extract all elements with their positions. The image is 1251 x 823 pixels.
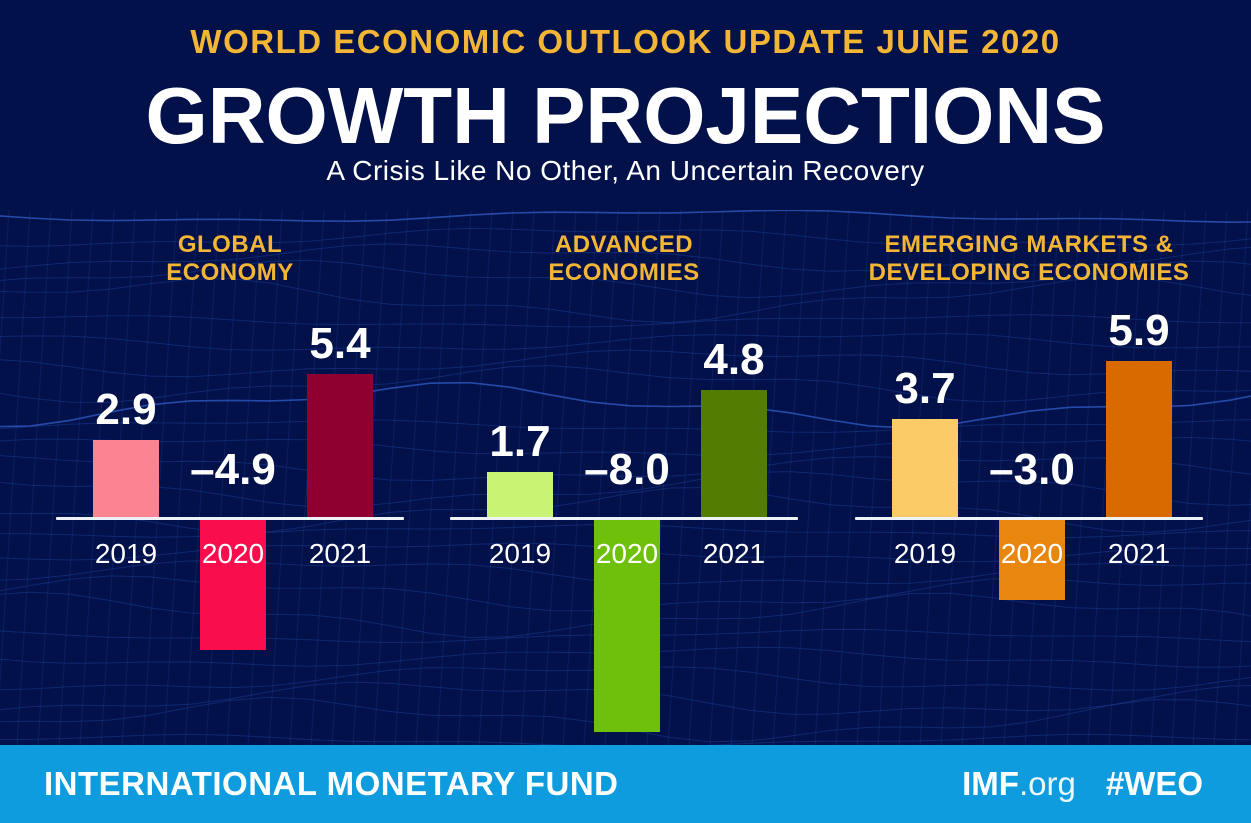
report-kicker: WORLD ECONOMIC OUTLOOK UPDATE JUNE 2020	[190, 23, 1061, 60]
year-label-2021: 2021	[702, 538, 766, 569]
year-label-2021: 2021	[1107, 538, 1171, 569]
value-label-2020: –4.9	[190, 445, 276, 494]
group-title-line: ECONOMY	[166, 259, 294, 287]
footer-bar: INTERNATIONAL MONETARY FUND IMF.org #WEO	[0, 745, 1251, 823]
chart-group-global-economy: GLOBAL ECONOMY 2.9 2019 –4.9 2020 5.4 2021	[56, 220, 404, 750]
imf-org-link-suffix: .org	[1018, 765, 1076, 802]
group-title-line: DEVELOPING ECONOMIES	[868, 259, 1190, 287]
value-label-2021: 4.8	[703, 335, 765, 384]
bar-2021	[1106, 361, 1172, 517]
weo-hashtag: #WEO	[1105, 765, 1203, 802]
axis-baseline	[855, 517, 1203, 520]
bar-2021	[307, 374, 373, 517]
year-label-2021: 2021	[308, 538, 372, 569]
year-label-2020: 2020	[1000, 538, 1064, 569]
bar-2019	[93, 440, 159, 517]
value-label-2019: 2.9	[95, 385, 157, 434]
group-title: GLOBAL ECONOMY	[56, 231, 404, 287]
bar-2020	[594, 520, 660, 732]
chart-group-emerging-markets-developing-economies: EMERGING MARKETS & DEVELOPING ECONOMIES 3.…	[855, 220, 1203, 750]
group-title-line: EMERGING MARKETS &	[884, 231, 1174, 258]
bar-2020	[200, 520, 266, 650]
bar-2019	[892, 419, 958, 517]
value-label-2019: 1.7	[489, 417, 551, 466]
bar-2021	[701, 390, 767, 517]
year-label-2020: 2020	[595, 538, 659, 569]
group-title: EMERGING MARKETS & DEVELOPING ECONOMIES	[855, 231, 1203, 287]
chart-group-advanced-economies: ADVANCED ECONOMIES 1.7 2019 –8.0 2020 4.8 2021	[450, 220, 798, 750]
year-label-2019: 2019	[94, 538, 158, 569]
imf-organization-name: INTERNATIONAL MONETARY FUND	[44, 765, 619, 802]
group-title-line: ECONOMIES	[548, 259, 700, 287]
page-subtitle: A Crisis Like No Other, An Uncertain Rec…	[326, 155, 925, 186]
value-label-2021: 5.9	[1108, 306, 1170, 355]
value-label-2020: –3.0	[989, 445, 1075, 494]
value-label-2019: 3.7	[894, 364, 956, 413]
value-label-2021: 5.4	[309, 319, 371, 368]
value-label-2020: –8.0	[584, 445, 670, 494]
page-title: GROWTH PROJECTIONS	[145, 71, 1106, 160]
imf-org-link-bold: IMF	[962, 765, 1019, 802]
bar-2020	[999, 520, 1065, 600]
group-title-line: GLOBAL	[177, 231, 283, 258]
group-title-line: ADVANCED	[554, 231, 694, 258]
axis-baseline	[56, 517, 404, 520]
year-label-2019: 2019	[488, 538, 552, 569]
bar-2019	[487, 472, 553, 517]
year-label-2020: 2020	[201, 538, 265, 569]
imf-org-link: IMF.org	[962, 765, 1076, 803]
group-title: ADVANCED ECONOMIES	[450, 231, 798, 287]
year-label-2019: 2019	[893, 538, 957, 569]
footer-links: IMF.org #WEO	[962, 765, 1203, 803]
axis-baseline	[450, 517, 798, 520]
